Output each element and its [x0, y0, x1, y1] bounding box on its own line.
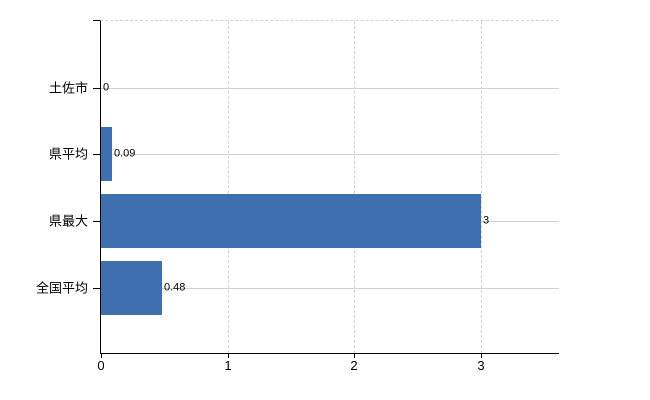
- x-axis-tick-label: 3: [477, 358, 485, 373]
- bar: [101, 194, 481, 248]
- bar-value-label: 0: [103, 81, 110, 94]
- horizontal-gridline: [101, 88, 559, 89]
- horizontal-gridline: [101, 154, 559, 155]
- y-axis-tick: [93, 221, 100, 222]
- vertical-gridline: [481, 21, 482, 353]
- plot-area: [100, 20, 559, 354]
- horizontal-gridline: [101, 288, 559, 289]
- category-label: 県最大: [48, 213, 88, 229]
- bar: [101, 127, 112, 181]
- x-axis-tick-label: 1: [224, 358, 232, 373]
- x-axis-tick-label: 2: [350, 358, 358, 373]
- x-axis-tick: [354, 353, 355, 358]
- y-axis-end-tick: [93, 20, 100, 21]
- bar-value-label: 0.48: [164, 281, 186, 294]
- x-axis-tick: [481, 353, 482, 358]
- bar-value-label: 3: [483, 214, 490, 227]
- x-axis-tick-label: 0: [97, 358, 105, 373]
- bar: [101, 261, 162, 315]
- category-label: 土佐市: [48, 80, 88, 96]
- vertical-gridline: [354, 21, 355, 353]
- y-axis-tick: [93, 88, 100, 89]
- y-axis-tick: [93, 288, 100, 289]
- category-label: 県平均: [48, 146, 88, 162]
- bar-value-label: 0.09: [114, 147, 136, 160]
- x-axis-tick: [101, 353, 102, 358]
- x-axis-tick: [228, 353, 229, 358]
- category-label: 全国平均: [35, 280, 88, 296]
- y-axis-tick: [93, 154, 100, 155]
- vertical-gridline: [228, 21, 229, 353]
